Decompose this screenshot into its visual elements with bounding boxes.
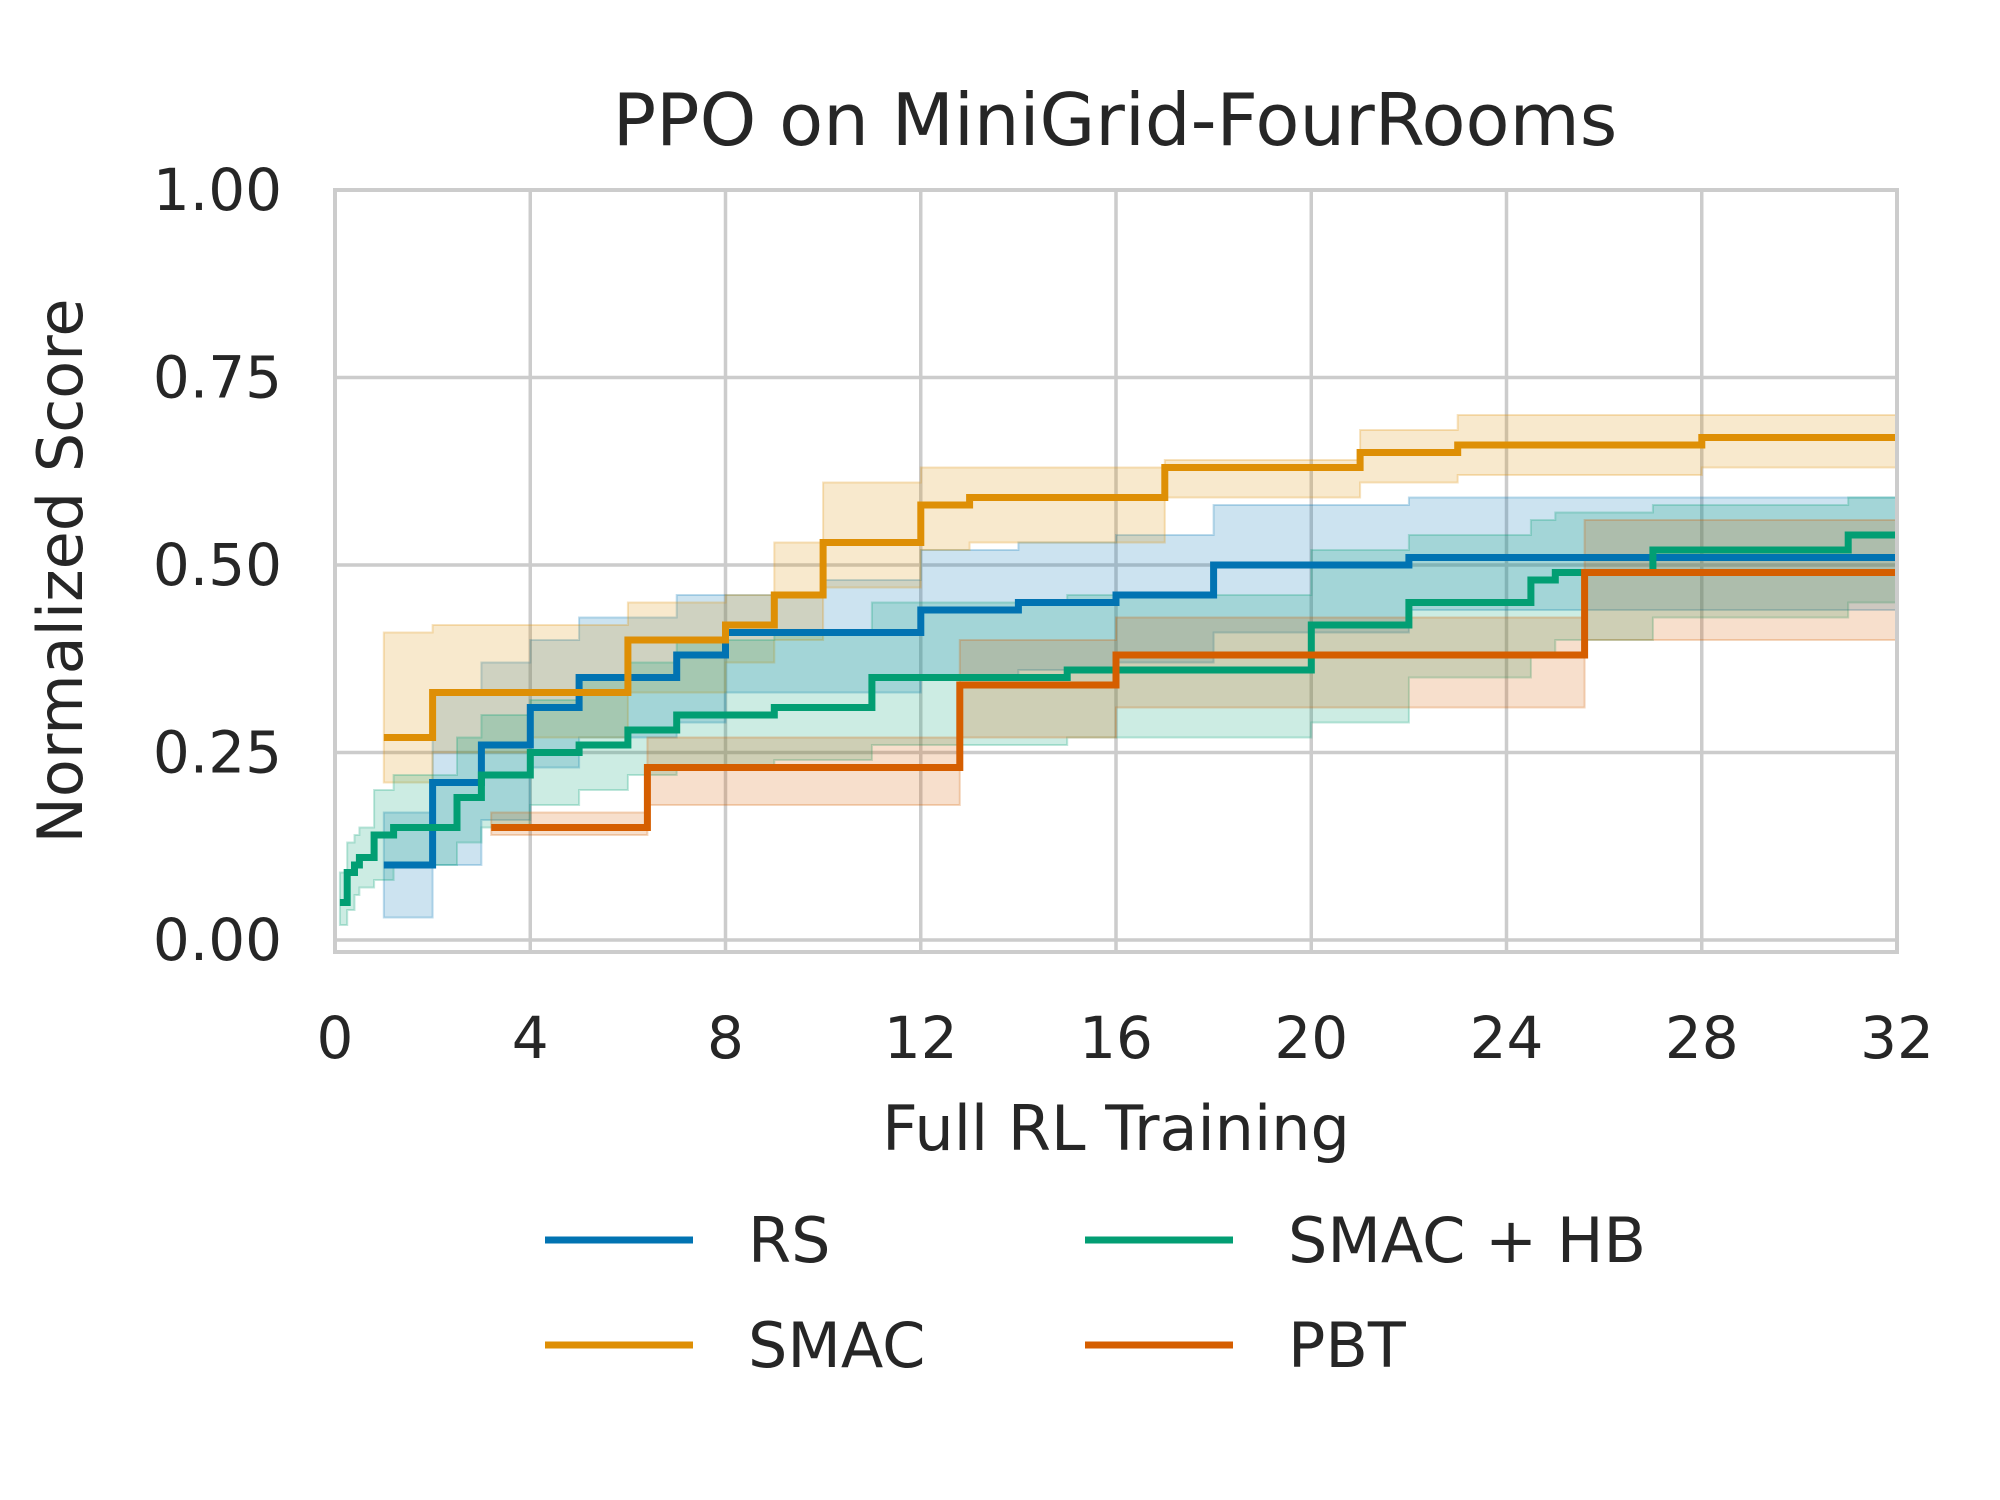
series-lines <box>339 434 1897 906</box>
legend-label-pbt: PBT <box>1288 1309 1407 1382</box>
x-tick-label: 24 <box>1470 1004 1544 1072</box>
series-line-pbt <box>491 569 1897 831</box>
series-line-smac <box>383 434 1897 741</box>
x-tick-label: 4 <box>512 1004 549 1072</box>
y-tick-label: 0.00 <box>153 906 282 974</box>
chart-title: PPO on MiniGrid-FourRooms <box>613 78 1617 162</box>
x-tick-label: 32 <box>1860 1004 1934 1072</box>
x-tick-label: 0 <box>317 1004 354 1072</box>
y-tick-label: 0.50 <box>153 531 282 599</box>
y-tick-label: 1.00 <box>153 156 282 224</box>
series-line-smac-hb <box>339 531 1897 906</box>
plot-frame <box>333 188 1899 954</box>
x-tick-label: 8 <box>707 1004 744 1072</box>
legend: RS SMAC SMAC + HB PBT <box>545 1204 1646 1382</box>
legend-label-smac-hb: SMAC + HB <box>1288 1204 1646 1277</box>
y-tick-label: 0.75 <box>153 344 282 412</box>
x-tick-label: 28 <box>1665 1004 1739 1072</box>
x-tick-label: 20 <box>1274 1004 1348 1072</box>
y-tick-labels: 0.00 0.25 0.50 0.75 1.00 <box>153 156 282 974</box>
x-tick-label: 12 <box>884 1004 958 1072</box>
y-axis-label: Normalized Score <box>24 299 97 844</box>
x-axis-label: Full RL Training <box>882 1092 1350 1165</box>
band-smac <box>382 414 1898 784</box>
x-tick-labels: 0 4 8 12 16 20 24 28 32 <box>317 1004 1934 1072</box>
legend-label-rs: RS <box>748 1204 830 1277</box>
legend-label-smac: SMAC <box>748 1309 925 1382</box>
x-tick-label: 16 <box>1079 1004 1153 1072</box>
y-tick-label: 0.25 <box>153 719 282 787</box>
